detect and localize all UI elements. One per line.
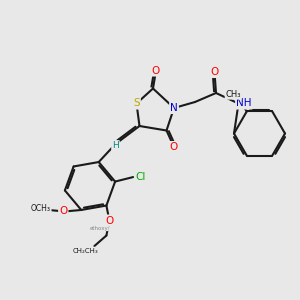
Text: Cl: Cl <box>135 172 146 182</box>
Text: O: O <box>59 206 68 217</box>
Text: CH₂CH₃: CH₂CH₃ <box>73 248 98 254</box>
Text: N: N <box>170 103 178 113</box>
Text: CH₃: CH₃ <box>226 90 241 99</box>
Text: O: O <box>152 65 160 76</box>
Text: O: O <box>105 215 113 226</box>
Text: O: O <box>170 142 178 152</box>
Text: S: S <box>133 98 140 109</box>
Text: ethoxy: ethoxy <box>89 226 108 230</box>
Text: NH: NH <box>236 98 252 109</box>
Text: OCH₃: OCH₃ <box>31 204 51 213</box>
Text: H: H <box>112 141 119 150</box>
Text: O: O <box>210 67 219 77</box>
